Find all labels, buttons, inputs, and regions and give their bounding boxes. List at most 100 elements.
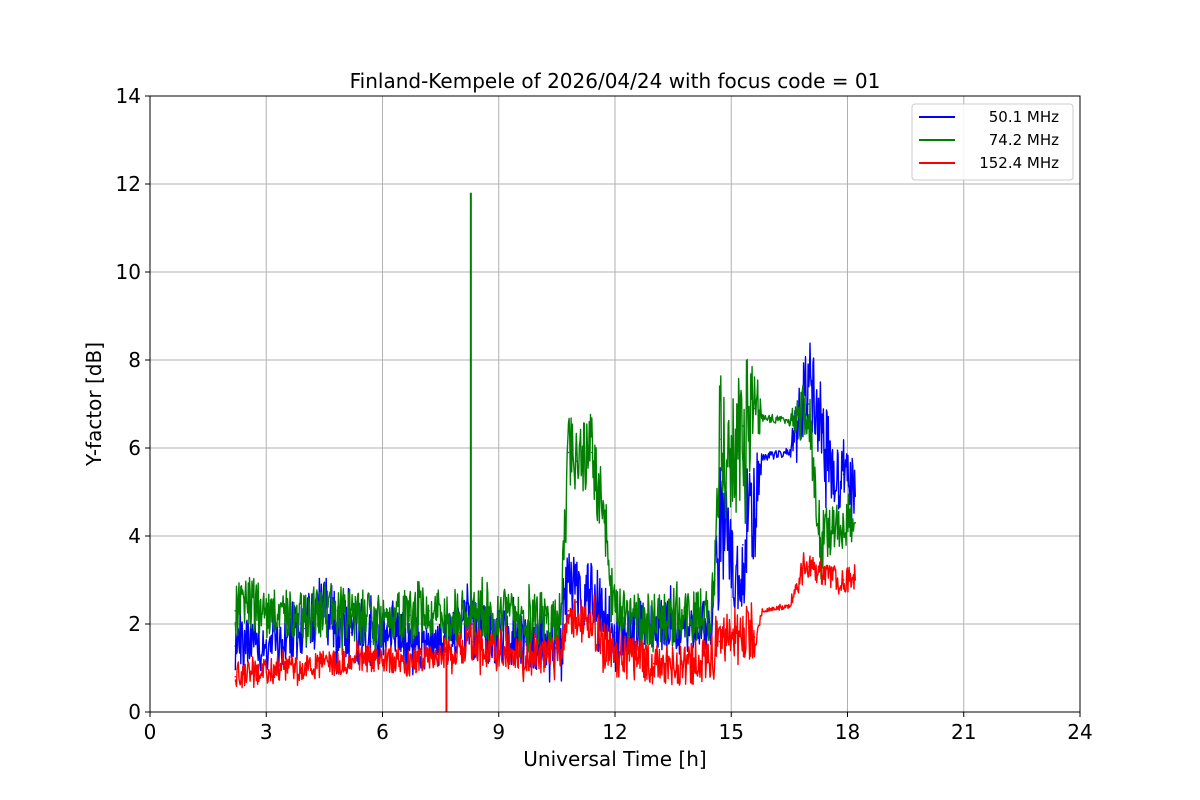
data-point <box>819 544 822 546</box>
data-point <box>525 658 527 660</box>
data-point <box>559 618 562 621</box>
data-point <box>590 623 593 625</box>
data-point <box>428 610 430 612</box>
y-tick-label: 8 <box>128 348 141 372</box>
data-point <box>370 640 372 643</box>
y-tick-label: 2 <box>128 612 141 636</box>
data-point <box>831 526 833 528</box>
data-point <box>408 662 411 665</box>
x-tick-label: 15 <box>719 720 744 744</box>
data-point <box>842 526 845 528</box>
data-point <box>753 508 756 511</box>
data-point <box>249 640 252 643</box>
data-point <box>854 495 857 498</box>
data-point <box>304 667 306 669</box>
series-152-4-mhz <box>234 552 857 712</box>
y-tick-label: 12 <box>116 172 141 196</box>
data-point <box>350 614 353 616</box>
data-point <box>614 610 616 612</box>
data-point <box>711 610 713 612</box>
data-point <box>323 662 326 665</box>
data-point <box>567 610 570 612</box>
data-point <box>443 618 446 621</box>
plot-series <box>234 192 857 712</box>
data-point <box>761 610 764 612</box>
x-tick-label: 0 <box>144 720 157 744</box>
data-point <box>323 605 326 608</box>
x-tick-label: 3 <box>260 720 273 744</box>
data-point <box>761 416 764 419</box>
data-point <box>389 618 392 621</box>
legend-label: 74.2 MHz <box>989 131 1059 149</box>
legend-label: 152.4 MHz <box>979 154 1059 172</box>
x-axis-label: Universal Time [h] <box>523 747 706 771</box>
data-point <box>807 566 810 568</box>
data-point <box>486 649 488 652</box>
data-point <box>350 658 353 660</box>
data-point <box>742 632 744 634</box>
series-line <box>234 552 856 689</box>
data-point <box>590 588 593 590</box>
data-point <box>718 535 721 537</box>
data-point <box>575 601 578 603</box>
data-point <box>234 610 237 612</box>
data-point <box>265 614 268 616</box>
x-tick-label: 12 <box>602 720 627 744</box>
data-point <box>691 614 694 616</box>
y-tick-label: 6 <box>128 436 141 460</box>
data-point <box>614 632 616 634</box>
data-point <box>633 618 636 621</box>
data-point <box>788 451 791 454</box>
y-tick-label: 0 <box>128 700 141 724</box>
data-point <box>800 574 802 577</box>
x-tick-label: 6 <box>376 720 389 744</box>
data-point <box>575 460 578 463</box>
data-point <box>304 618 306 621</box>
data-point <box>459 614 461 616</box>
data-point <box>234 645 237 647</box>
data-point <box>284 636 287 638</box>
data-point <box>470 640 473 643</box>
data-point <box>525 623 527 625</box>
data-point <box>730 478 733 480</box>
data-point <box>854 579 857 581</box>
data-point <box>408 640 411 643</box>
data-point <box>691 662 694 665</box>
data-point <box>335 610 337 612</box>
data-point <box>389 658 392 660</box>
data-point <box>652 662 655 665</box>
data-point <box>284 610 287 612</box>
data-point <box>842 579 845 581</box>
data-point <box>753 407 756 410</box>
data-point <box>742 425 744 427</box>
data-point <box>249 601 252 603</box>
data-point <box>842 473 845 476</box>
data-point <box>718 438 721 441</box>
data-point <box>730 557 733 559</box>
data-point <box>370 618 372 621</box>
data-point <box>544 654 547 656</box>
data-point <box>672 667 674 669</box>
data-point <box>807 376 810 379</box>
data-point <box>428 654 430 656</box>
data-point <box>559 640 562 643</box>
data-point <box>711 658 713 660</box>
data-point <box>854 522 857 524</box>
data-point <box>672 618 674 621</box>
data-point <box>335 662 337 665</box>
data-point <box>389 632 392 634</box>
data-point <box>505 649 508 652</box>
data-point <box>265 671 268 674</box>
data-point <box>652 618 655 621</box>
data-point <box>575 618 578 621</box>
data-point <box>633 658 636 660</box>
data-point <box>544 614 547 616</box>
data-point <box>730 636 733 638</box>
x-tick-label: 9 <box>492 720 505 744</box>
y-tick-label: 14 <box>116 84 141 108</box>
series-line <box>234 358 856 661</box>
data-point <box>718 640 721 643</box>
data-point <box>788 605 791 608</box>
data-point <box>800 412 802 414</box>
